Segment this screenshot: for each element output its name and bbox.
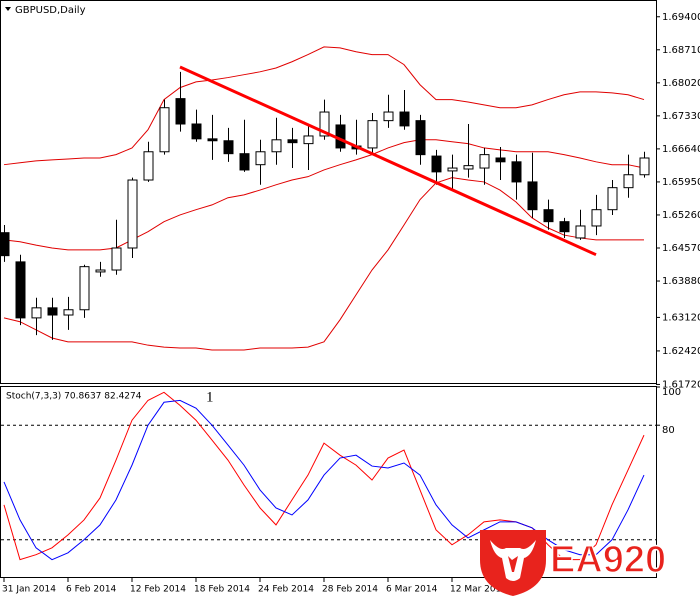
candle-body [575, 225, 586, 239]
candle-body [271, 139, 282, 153]
candle-body [479, 154, 490, 169]
watermark: EA920 [550, 539, 666, 581]
candle-body [0, 232, 10, 257]
stoch-title: Stoch(7,3,3) 70.8637 82.4274 [6, 392, 142, 402]
logo: EA920 [480, 530, 667, 596]
candle-body [639, 157, 650, 176]
candle-body [159, 107, 170, 153]
candle-body [31, 307, 42, 319]
x-tick-label: 31 Jan 2014 [2, 585, 56, 595]
y-tick-label: 1.66640 [662, 144, 700, 155]
stoch-panel [0, 386, 657, 578]
y-tick-label: 1.67330 [662, 111, 700, 122]
main-panel [0, 0, 657, 384]
candle-body [367, 120, 378, 149]
y-tick-label: 1.65260 [662, 210, 700, 221]
candle-body [287, 139, 298, 144]
candle-body [559, 221, 570, 233]
candle-body [175, 98, 186, 125]
candle-body [223, 140, 234, 155]
x-tick-label: 12 Mar 2014 [450, 585, 507, 595]
candle-body [383, 111, 394, 122]
x-tick-label: 6 Feb 2014 [66, 585, 117, 595]
candle-body [63, 309, 74, 316]
candle-body [431, 155, 442, 173]
candle-body [447, 167, 458, 172]
x-tick-label: 18 Feb 2014 [194, 585, 250, 595]
x-tick-label: 28 Feb 2014 [322, 585, 378, 595]
annotation: 1 [206, 389, 214, 405]
candle-body [127, 179, 138, 249]
candle-body [607, 187, 618, 211]
y-tick-label: 1.63120 [662, 312, 700, 323]
x-tick-label: 6 Mar 2014 [386, 585, 438, 595]
candle-body [319, 111, 330, 137]
x-tick-label: 12 Feb 2014 [130, 585, 186, 595]
menu-triangle [5, 7, 11, 11]
y-tick-label: 1.63880 [662, 276, 700, 287]
candle-body [239, 153, 250, 171]
candle-body [495, 157, 506, 163]
chart-title: GBPUSD,Daily [15, 5, 86, 16]
trend-line [179, 65, 597, 257]
y-tick-label: 1.68710 [662, 45, 700, 56]
candle-body [207, 138, 218, 142]
candle-body [255, 151, 266, 166]
y-tick-label: 1.68020 [662, 78, 700, 89]
candle-body [303, 135, 314, 145]
x-tick-label: 24 Feb 2014 [258, 585, 314, 595]
y-tick-label: 1.61720 [662, 379, 700, 390]
candle-body [399, 111, 410, 127]
candle-body [463, 165, 474, 170]
band-line [3, 139, 645, 251]
candle-body [15, 261, 26, 319]
y-tick-label: 1.64570 [662, 243, 700, 254]
candle-body [543, 209, 554, 223]
candle-body [79, 266, 90, 311]
y-tick-label: 1.65950 [662, 177, 700, 188]
candle-body [591, 209, 602, 227]
logo-bull-face [508, 556, 518, 572]
candle-body [95, 269, 106, 273]
y-tick-label: 100 [662, 387, 681, 398]
candle-body [623, 174, 634, 189]
candle-body [511, 161, 522, 183]
band-line [3, 46, 645, 166]
band-line [3, 177, 644, 351]
candle-body [191, 123, 202, 140]
candle-body [415, 120, 426, 156]
candle-body [527, 181, 538, 211]
stoch-line [3, 391, 645, 561]
y-tick-label: 80 [662, 425, 675, 436]
y-tick-label: 1.62420 [662, 346, 700, 357]
candle-body [47, 307, 58, 316]
candle-body [111, 247, 122, 271]
y-tick-label: 1.69400 [662, 12, 700, 23]
candle-body [143, 151, 154, 181]
stoch-line [3, 399, 645, 561]
